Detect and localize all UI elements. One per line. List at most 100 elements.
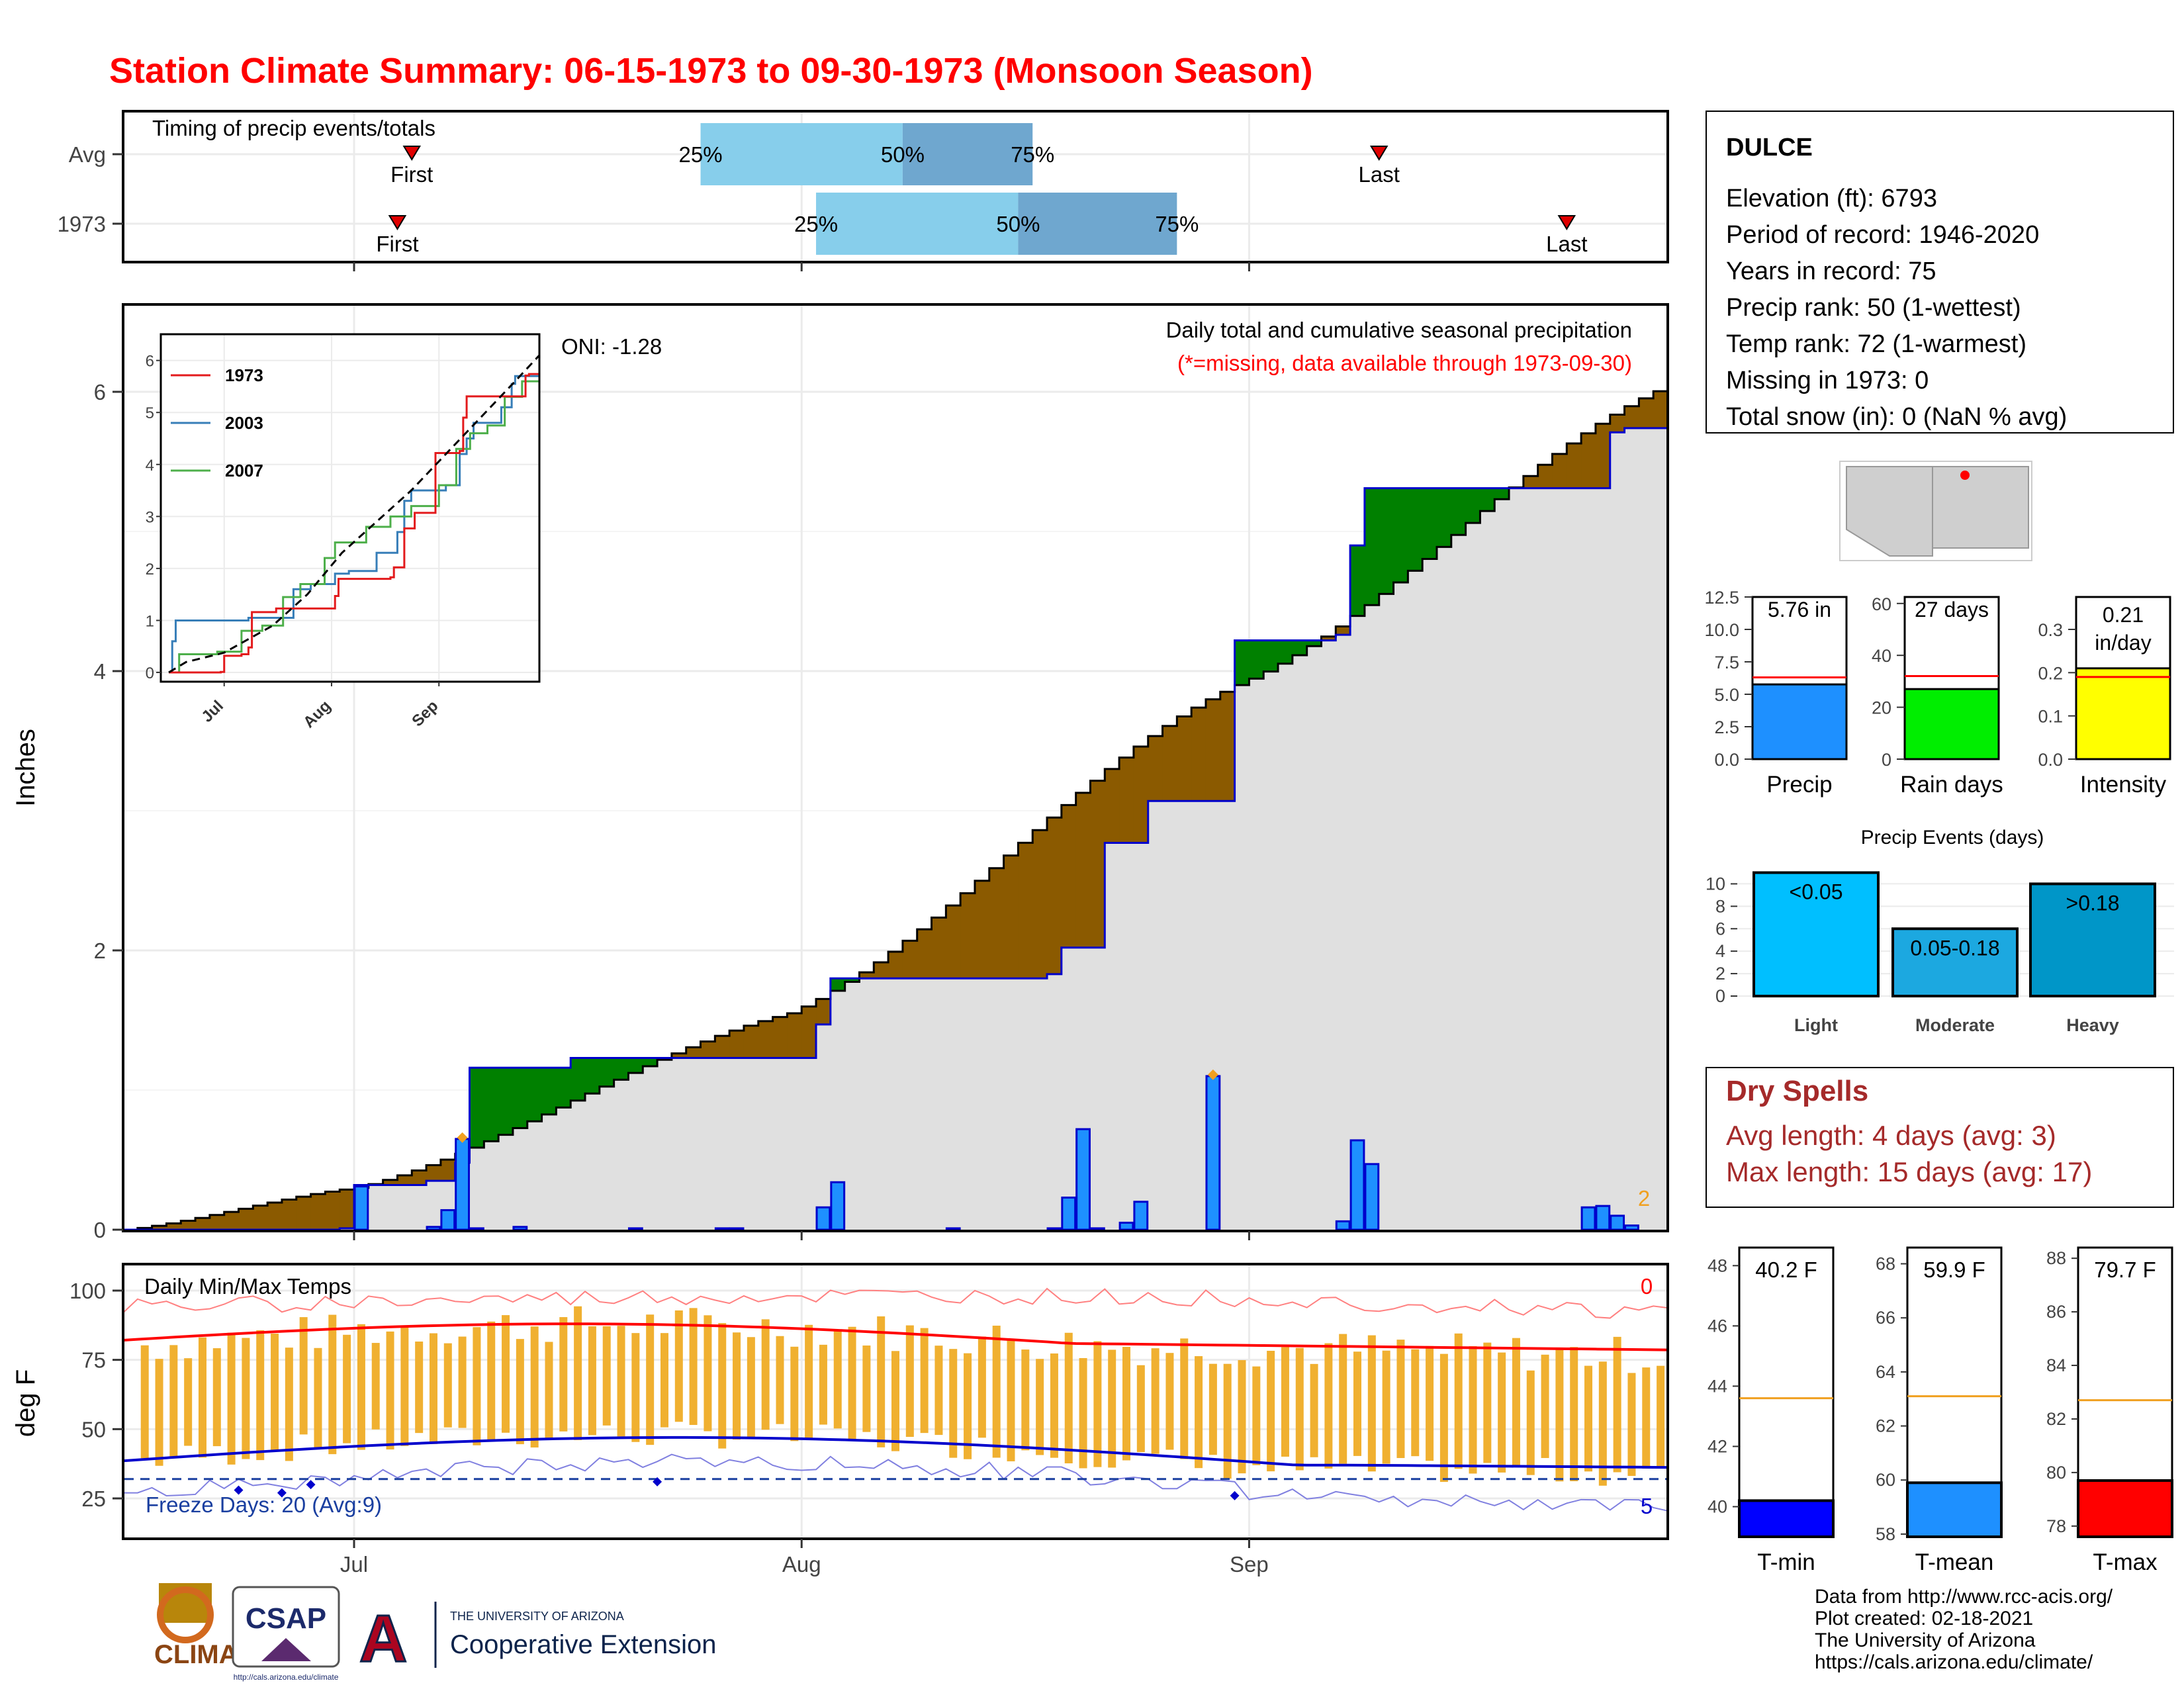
precip-deficit-band: [1177, 716, 1192, 801]
daily-temp-range-bar: [1195, 1356, 1203, 1469]
station-detail-line: Missing in 1973: 0: [1726, 367, 1929, 394]
precip-deficit-band: [960, 893, 976, 979]
summary-bar-tick-label: 10.0: [1704, 620, 1739, 640]
daily-temp-range-bar: [184, 1358, 193, 1446]
precip-surplus-band: [830, 978, 846, 991]
daily-temp-range-bar: [617, 1326, 625, 1437]
daily-temp-range-bar: [1165, 1353, 1174, 1450]
daily-precip-bar: [1624, 1224, 1639, 1231]
precip-deficit-band: [787, 1013, 802, 1058]
temp-summary-tick-label: 60: [1876, 1470, 1895, 1490]
daily-temp-range-bar: [891, 1351, 899, 1451]
daily-temp-range-bar: [1512, 1338, 1520, 1465]
observed-cumulative-area: [123, 428, 1668, 1230]
daily-precip-bar: [1046, 1227, 1062, 1231]
precip-frame: [122, 303, 1669, 1232]
daily-temp-range-bar: [1555, 1347, 1564, 1482]
summary-bar-tick-label: 2.5: [1714, 717, 1739, 737]
precip-y-tick-label: 2: [94, 938, 106, 963]
daily-temp-range-bar: [790, 1346, 799, 1441]
events-bar-light: [1752, 871, 1880, 998]
daily-temp-range-bar: [545, 1342, 553, 1439]
precip-deficit-band: [412, 1170, 427, 1185]
station-detail-line: Elevation (ft): 6793: [1726, 185, 1937, 212]
timing-row-label: 1973: [58, 212, 106, 236]
daily-temp-range-bar: [1036, 1359, 1044, 1455]
precip-deficit-band: [917, 929, 933, 979]
precip-deficit-band: [1336, 626, 1351, 635]
station-detail-line: Total snow (in): 0 (NaN % avg): [1726, 403, 2067, 431]
inset-legend-label: 2007: [225, 461, 263, 480]
precip-surplus-band: [1408, 488, 1423, 571]
events-bar-range: <0.05: [1790, 880, 1843, 903]
inset-line-2003: [169, 375, 539, 674]
inset-average-line: [168, 354, 541, 674]
station-info-box: DULCE Elevation (ft): 6793 Period of reco…: [1706, 111, 2174, 434]
summary-bar-label: Precip: [1766, 772, 1832, 798]
daily-precip-bar: [440, 1209, 456, 1231]
daily-temp-range-bar: [429, 1333, 437, 1444]
precip-surplus-band: [512, 1068, 528, 1128]
daily-temp-range-bar: [978, 1336, 986, 1438]
station-box-frame: [1706, 111, 2174, 434]
station-name: DULCE: [1726, 134, 1813, 161]
precip-surplus-band: [1379, 488, 1394, 594]
climas-logo-ring: [157, 1586, 214, 1643]
daily-temp-range-bar: [559, 1317, 568, 1432]
summary-bar-tick-label: 0.3: [2038, 620, 2063, 640]
daily-precip-bar: [627, 1227, 643, 1231]
events-bar-label: Moderate: [1915, 1015, 1995, 1035]
daily-temp-range-bar: [1382, 1350, 1390, 1464]
daily-precip-bar: [1595, 1205, 1611, 1231]
inset-y-tick-label: 5: [146, 404, 154, 422]
daily-temp-range-bar: [271, 1334, 279, 1450]
events-bar-label: Light: [1794, 1015, 1838, 1035]
record-low-marker: [277, 1488, 287, 1498]
temp-x-ticks: Jul Aug Sep: [340, 1539, 1269, 1577]
precip-deficit-band: [310, 1194, 326, 1230]
daily-precip-bar: [512, 1226, 528, 1231]
precip-deficit-band: [440, 1160, 456, 1181]
daily-temp-range-bar: [212, 1348, 221, 1447]
inset-line-2007: [169, 360, 541, 674]
precip-deficit-band: [1090, 780, 1105, 948]
temp-y-label: deg F: [11, 1369, 40, 1437]
daily-temp-range-bar: [357, 1324, 365, 1450]
events-title: Precip Events (days): [1861, 827, 2044, 848]
temp-summary-value: 79.7 F: [2094, 1257, 2156, 1282]
daily-temp-range-bar: [905, 1325, 914, 1438]
events-y-tick-label: 6: [1715, 919, 1725, 938]
precip-deficit-band: [1595, 424, 1611, 488]
daily-temp-range-bar: [516, 1339, 524, 1445]
map-state-new-mexico: [1932, 466, 2029, 549]
precip-deficit-band: [715, 1036, 730, 1058]
temp-summary-tick-label: 58: [1876, 1524, 1895, 1544]
timing-first-label: First: [376, 232, 418, 256]
precip-surplus-band: [484, 1068, 499, 1142]
observed-cumulative-line: [123, 425, 1669, 1231]
daily-precip-bar: [353, 1185, 369, 1231]
summary-bar-rain-days: [1903, 688, 2000, 760]
precip-missing-note: (*=missing, data available through 1973-…: [1177, 351, 1632, 375]
daily-temp-range-bar: [1339, 1334, 1347, 1464]
summary-bar-label: Intensity: [2080, 772, 2167, 798]
temp-y-tick-label: 25: [81, 1486, 106, 1511]
daily-temp-range-bar: [1469, 1346, 1477, 1474]
footer-credits: Data from http://www.rcc-acis.org/Plot c…: [1815, 1586, 2113, 1673]
dry-spells-avg: Avg length: 4 days (avg: 3): [1726, 1120, 2056, 1151]
daily-temp-range-bar: [1598, 1361, 1607, 1486]
temp-title: Daily Min/Max Temps: [144, 1274, 351, 1299]
daily-temp-range-bar: [992, 1325, 1001, 1458]
station-detail-line: Precip rank: 50 (1-wettest): [1726, 294, 2021, 322]
temp-summary-label: T-mean: [1915, 1549, 1994, 1575]
precip-deficit-band: [340, 1189, 355, 1228]
daily-temp-range-bar: [833, 1331, 842, 1429]
summary-bar-tick-label: 40: [1872, 646, 1891, 666]
daily-temp-range-bar: [1079, 1358, 1087, 1469]
daily-temp-range-bar: [964, 1353, 972, 1459]
daily-temp-range-bar: [848, 1326, 856, 1441]
timing-last-marker: [1557, 215, 1576, 230]
daily-temp-range-bar: [328, 1314, 337, 1455]
